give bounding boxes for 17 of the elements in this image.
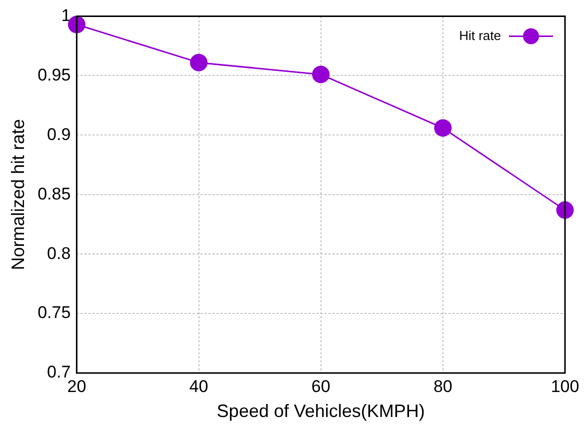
x-tick-label: 20 (67, 376, 86, 396)
x-axis-title: Speed of Vehicles(KMPH) (216, 401, 425, 422)
y-tick-label: 0.75 (38, 303, 71, 322)
y-tick-label: 0.85 (38, 184, 71, 204)
x-tick-label: 100 (550, 376, 580, 396)
legend-label: Hit rate (459, 28, 501, 43)
x-tick-label: 40 (189, 376, 208, 396)
y-tick-label: 0.8 (47, 244, 71, 263)
point (434, 119, 452, 137)
y-tick-label: 0.95 (38, 65, 71, 84)
point (190, 54, 208, 72)
point (312, 66, 330, 84)
y-tick-label: 1 (61, 6, 71, 25)
x-tick-label: 60 (311, 376, 330, 396)
y-tick-label: 0.9 (47, 124, 71, 144)
y-axis-title: Normalized hit rate (8, 119, 28, 270)
x-tick-label: 80 (433, 376, 452, 396)
